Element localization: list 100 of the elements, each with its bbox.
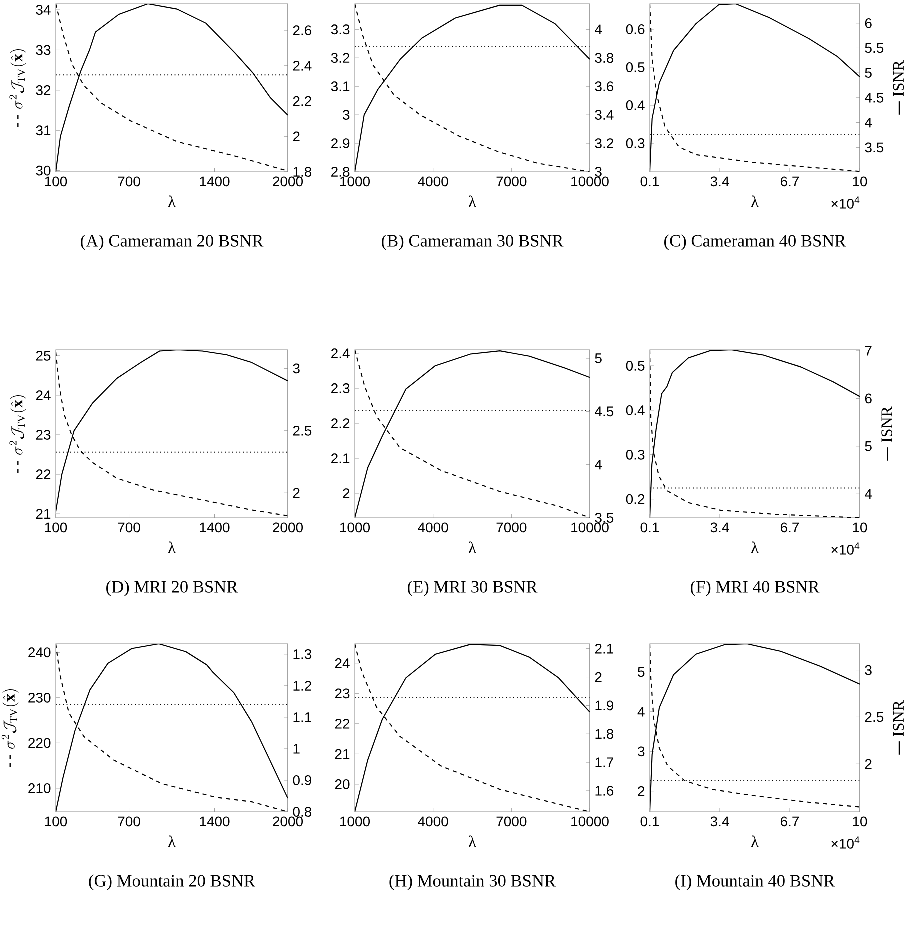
text: (C) Cameraman 40 BSNR (664, 234, 846, 250)
text: (A) Cameraman 20 BSNR (81, 234, 264, 250)
y2-tick-label: 2 (865, 759, 872, 770)
y-tick-label: 240 (28, 648, 51, 658)
y-tick-label: 22 (36, 470, 51, 480)
x-axis-title: λ (752, 542, 759, 554)
y-tick-label: 2.3 (332, 384, 350, 394)
x-tick-label: 700 (118, 522, 140, 533)
y2-tick-label: 3.2 (595, 138, 614, 148)
x-tick-label: 1400 (200, 522, 230, 533)
y2-tick-label: 7 (865, 346, 872, 356)
x-tick-label: 10 (853, 522, 868, 533)
line-series (650, 350, 860, 518)
y2-tick-label: 5 (865, 68, 872, 78)
y2-tick-label: 4 (595, 24, 602, 34)
y-tick-label: 0.3 (626, 450, 645, 460)
x-axis-title: λ (752, 196, 759, 208)
y-tick-label: 30 (36, 166, 51, 176)
x-tick-label: 1400 (200, 816, 230, 827)
y2-tick-label: 1.2 (294, 681, 312, 691)
y2-tick-label: 5.5 (865, 43, 884, 54)
x-tick-label: 10 (853, 176, 868, 187)
y-tick-label: 25 (36, 350, 51, 361)
y2-tick-label: 2 (293, 132, 300, 142)
text: (F) MRI 40 BSNR (690, 580, 820, 596)
y2-axis-title: ISNR (882, 406, 892, 442)
y-tick-label: 22 (335, 719, 350, 729)
y-tick-label: 20 (335, 780, 350, 790)
y-axis-title: $\sigma^{2}\mathcal{J}_{\mathrm{TV}}(\hat{\mathbf{x}})$ (10, 395, 27, 455)
y2-tick-label: 3.4 (595, 110, 614, 120)
y2-tick-label: 4 (865, 489, 872, 499)
x-tick-label: 2000 (273, 176, 304, 187)
y2-tick-label: 3.5 (595, 513, 614, 523)
y2-tick-label: 3.8 (595, 53, 614, 64)
y-tick-label: 0.4 (626, 406, 645, 416)
x-tick-label: 100 (45, 522, 68, 533)
y2-tick-label: 2.6 (293, 26, 312, 36)
text: ×10$^{4}$ (832, 836, 860, 849)
x-tick-label: 10000 (572, 816, 609, 827)
x-tick-label: 0.1 (640, 816, 660, 827)
x-axis-title: λ (752, 836, 759, 848)
y-tick-label: 3.3 (331, 24, 350, 35)
y-tick-label: 21 (335, 749, 350, 760)
text: (H) Mountain 30 BSNR (390, 874, 556, 890)
y-tick-label: 23 (36, 430, 51, 440)
y-tick-label: 210 (28, 784, 51, 794)
x-tick-label: 3.4 (710, 176, 730, 187)
x-tick-label: 7000 (496, 522, 527, 533)
y-tick-label: 220 (28, 738, 51, 748)
y2-tick-label: 5 (595, 354, 602, 364)
x-tick-label: 6.7 (780, 522, 800, 533)
y-tick-label: 2.4 (332, 348, 350, 358)
x-tick-label: 3.4 (710, 522, 730, 533)
y-tick-label: 3.2 (331, 53, 350, 64)
text: (I) Mountain 40 BSNR (676, 874, 836, 890)
y2-tick-label: 5 (865, 442, 872, 452)
y2-tick-label: 3 (293, 364, 300, 374)
y-tick-label: 2 (343, 488, 350, 498)
y-tick-label: 24 (36, 390, 51, 400)
x-tick-label: 3.4 (710, 816, 730, 827)
y2-tick-label: 4 (865, 118, 872, 128)
y-tick-label: 31 (36, 126, 51, 136)
x-tick-label: 4000 (418, 176, 448, 187)
y-tick-label: 3.1 (331, 82, 350, 92)
x-tick-label: 7000 (496, 176, 527, 187)
x-tick-label: 100 (45, 816, 68, 827)
x-tick-label: 0.1 (640, 176, 660, 187)
x-tick-label: 2000 (273, 522, 304, 533)
x-tick-label: 1000 (340, 816, 370, 827)
y-tick-label: 5 (638, 667, 645, 678)
y2-tick-label: 3.5 (865, 142, 884, 153)
y2-tick-label: 6 (865, 18, 872, 28)
y-axis-title: $\sigma^{2}\mathcal{J}_{\mathrm{TV}}(\hat{\mathbf{x}})$ (10, 49, 27, 109)
y-tick-label: 32 (36, 85, 51, 96)
y-axis-title: $\sigma^{2}\mathcal{J}_{\mathrm{TV}}(\hat{\mathbf{x}})$ (2, 689, 19, 749)
y2-tick-label: 2 (595, 672, 602, 682)
x-tick-label: 0.1 (640, 522, 660, 533)
x-axis-title: λ (469, 196, 476, 208)
y-tick-label: 33 (36, 45, 51, 56)
y2-tick-label: 1 (294, 744, 300, 754)
y2-tick-label: 2.4 (293, 61, 312, 71)
y-tick-label: 24 (335, 658, 350, 668)
y-tick-label: 0.6 (626, 24, 645, 34)
y-tick-label: 2 (638, 786, 645, 796)
y-tick-label: 2.2 (332, 418, 350, 428)
x-axis-title: λ (168, 196, 176, 208)
x-tick-label: 1000 (340, 522, 370, 533)
y2-tick-label: 1.8 (596, 729, 614, 740)
y2-tick-label: 2.1 (595, 644, 614, 654)
y2-tick-label: 3 (595, 167, 602, 177)
y2-tick-label: 2.5 (865, 712, 884, 722)
x-tick-label: 7000 (496, 816, 527, 827)
y2-tick-label: 4.5 (865, 93, 884, 103)
x-tick-label: 2000 (273, 816, 304, 827)
x-tick-label: 10000 (572, 176, 609, 187)
y-tick-label: 2.1 (332, 454, 350, 464)
y2-tick-label: 1.1 (294, 712, 312, 722)
y-tick-label: 21 (36, 509, 51, 519)
y2-tick-label: 1.3 (294, 649, 312, 660)
x-tick-label: 700 (118, 816, 140, 827)
